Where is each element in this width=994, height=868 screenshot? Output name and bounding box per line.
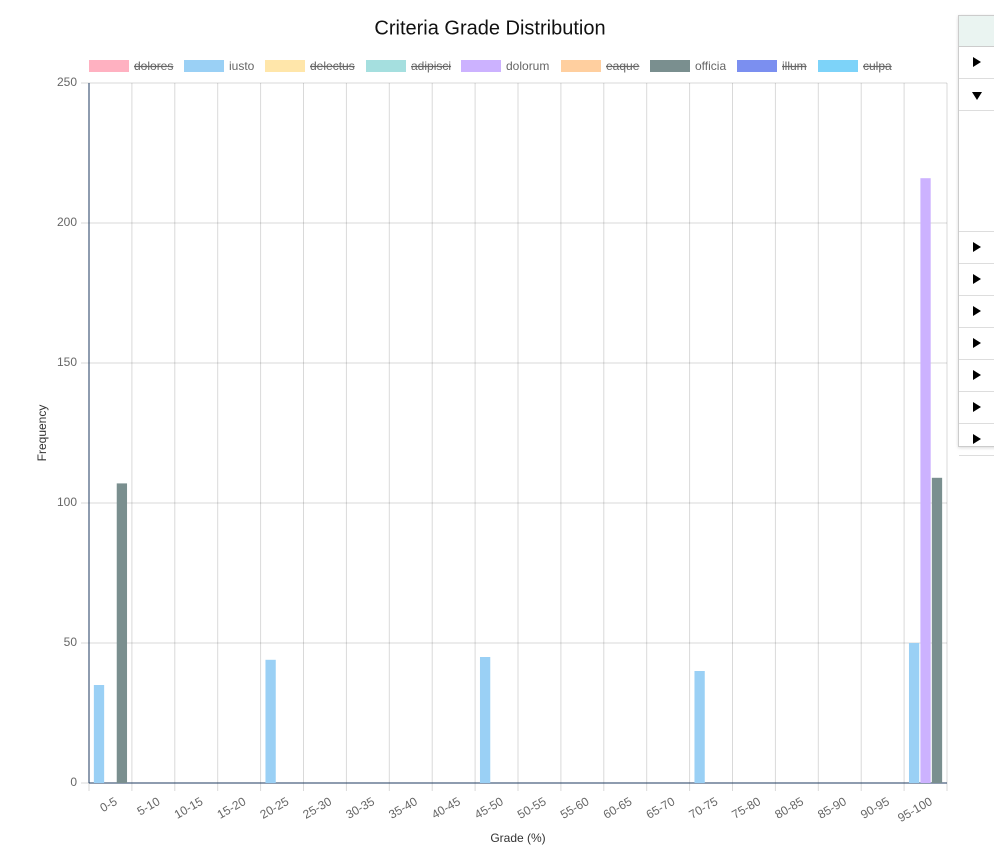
y-tick-label: 250 <box>57 75 77 89</box>
expand-toggle[interactable] <box>959 392 994 424</box>
y-tick-label: 100 <box>57 495 77 509</box>
y-tick-label: 200 <box>57 215 77 229</box>
expand-toggle[interactable] <box>959 360 994 392</box>
x-axis-label: Grade (%) <box>490 831 545 845</box>
x-tick-label: 45-50 <box>472 794 506 822</box>
x-tick-label: 0-5 <box>98 794 120 815</box>
expand-toggle[interactable] <box>959 264 994 296</box>
expand-toggle[interactable] <box>959 47 994 79</box>
x-tick-label: 80-85 <box>772 794 806 822</box>
expand-toggle[interactable] <box>959 424 994 456</box>
legend-label[interactable]: iusto <box>229 59 255 73</box>
panel-content <box>959 111 994 232</box>
legend-swatch[interactable] <box>184 60 224 72</box>
x-tick-label: 75-80 <box>729 794 763 822</box>
bar <box>920 178 931 783</box>
bar <box>908 643 920 783</box>
x-tick-label: 40-45 <box>429 794 463 822</box>
x-tick-label: 60-65 <box>601 794 635 822</box>
expand-toggle[interactable] <box>959 328 994 360</box>
side-panel <box>958 15 994 456</box>
legend-label[interactable]: delectus <box>310 59 355 73</box>
bar <box>116 483 128 783</box>
y-tick-label: 50 <box>64 635 78 649</box>
x-tick-label: 95-100 <box>895 794 935 825</box>
x-tick-label: 10-15 <box>172 794 206 822</box>
y-tick-label: 150 <box>57 355 77 369</box>
bar <box>479 657 491 783</box>
x-tick-label: 20-25 <box>258 794 292 822</box>
bar <box>93 685 105 783</box>
legend-swatch[interactable] <box>818 60 858 72</box>
bar <box>694 671 705 783</box>
legend-label[interactable]: eaque <box>606 59 640 73</box>
chart-title: Criteria Grade Distribution <box>374 17 605 39</box>
legend-swatch[interactable] <box>366 60 406 72</box>
x-tick-label: 25-30 <box>300 794 334 822</box>
x-tick-label: 5-10 <box>135 794 163 818</box>
expand-toggle[interactable] <box>959 296 994 328</box>
legend-swatch[interactable] <box>89 60 129 72</box>
bar <box>265 659 276 783</box>
legend-label[interactable]: adipisci <box>411 59 451 73</box>
x-tick-label: 85-90 <box>815 794 849 822</box>
legend-swatch[interactable] <box>461 60 501 72</box>
y-tick-label: 0 <box>70 775 77 789</box>
x-tick-label: 65-70 <box>644 794 678 822</box>
x-tick-label: 15-20 <box>215 794 249 822</box>
legend-label[interactable]: illum <box>782 59 807 73</box>
x-tick-label: 90-95 <box>858 794 892 822</box>
x-tick-label: 55-60 <box>558 794 592 822</box>
panel-header <box>959 16 994 47</box>
legend-swatch[interactable] <box>650 60 690 72</box>
legend-swatch[interactable] <box>265 60 305 72</box>
legend-label[interactable]: dolores <box>134 59 173 73</box>
legend-label[interactable]: dolorum <box>506 59 549 73</box>
legend-label[interactable]: culpa <box>863 59 892 73</box>
y-axis-label: Frequency <box>35 405 49 462</box>
expand-toggle[interactable] <box>959 232 994 264</box>
x-tick-label: 30-35 <box>343 794 377 822</box>
x-tick-label: 35-40 <box>386 794 420 822</box>
x-tick-label: 70-75 <box>687 794 721 822</box>
collapse-toggle[interactable] <box>959 79 994 111</box>
legend-label[interactable]: officia <box>695 59 726 73</box>
legend-swatch[interactable] <box>737 60 777 72</box>
x-tick-label: 50-55 <box>515 794 549 822</box>
legend-swatch[interactable] <box>561 60 601 72</box>
bar <box>931 477 943 783</box>
